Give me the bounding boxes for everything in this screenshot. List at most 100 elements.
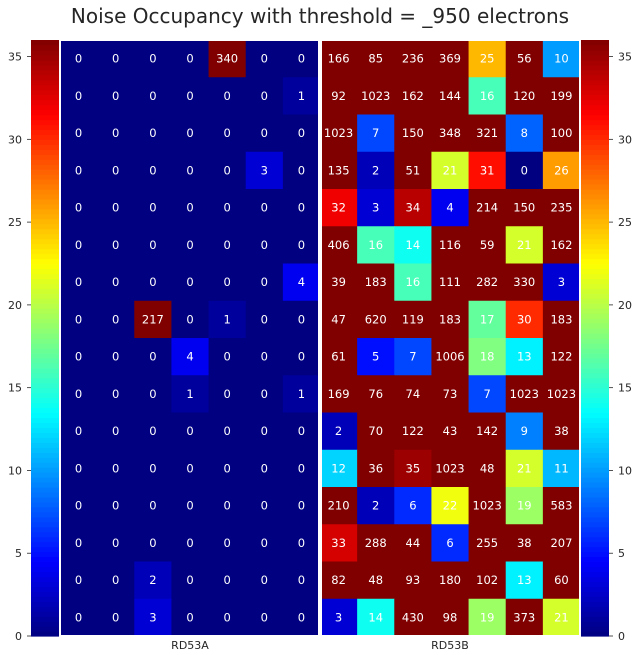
cell-value-label: 430: [402, 610, 424, 624]
cell-value-label: 14: [368, 610, 383, 624]
right-colorbar-segment: [581, 288, 609, 294]
left-colorbar-segment: [31, 159, 59, 165]
right-colorbar-segment: [581, 477, 609, 483]
cell-value-label: 0: [223, 499, 230, 513]
left-colorbar-segment: [31, 338, 59, 344]
heatmap-cell: [134, 561, 172, 600]
cell-value-label: 340: [216, 52, 238, 66]
heatmap-cell: [394, 226, 432, 264]
left-colorbar-segment: [31, 104, 59, 111]
heatmap-cell: [394, 114, 432, 153]
right-colorbar-segment: [581, 59, 609, 66]
left-colorbar-segment: [31, 551, 59, 558]
cell-value-label: 102: [476, 573, 498, 587]
cell-value-label: 0: [112, 350, 119, 364]
right-colorbar-segment: [581, 452, 609, 458]
cell-value-label: 0: [261, 350, 268, 364]
heatmap-cell: [505, 114, 544, 153]
heatmap-cell: [245, 114, 284, 153]
cell-value-label: 0: [149, 89, 156, 103]
heatmap-cell: [505, 40, 544, 78]
cell-value-label: 0: [75, 163, 82, 177]
right-colorbar-segment: [581, 293, 609, 299]
heatmap-cell: [171, 300, 210, 339]
heatmap-cell: [431, 561, 470, 600]
heatmap-cell: [505, 449, 544, 488]
colorbar-tick-label: 35: [618, 51, 632, 64]
cell-value-label: 183: [550, 312, 572, 326]
cell-value-label: 0: [298, 573, 305, 587]
heatmap-cell: [208, 524, 247, 562]
colorbar-tick-label: 0: [618, 630, 625, 643]
left-colorbar-segment: [31, 357, 59, 364]
heatmap-cell: [394, 598, 432, 637]
right-colorbar-segment: [581, 427, 609, 433]
colorbar-tick-label: 20: [618, 299, 632, 312]
left-colorbar-segment: [31, 79, 59, 86]
heatmap-cell: [505, 338, 544, 376]
left-colorbar-segment: [31, 591, 59, 597]
heatmap-cell-labels: 0 0 0 0 340 0 0 166 85 236 369 25 56 100 0 0 0 0 0 1 92 1023 1…: [75, 52, 576, 625]
heatmap-cell: [97, 189, 135, 227]
heatmap-cell: [60, 226, 98, 264]
left-colorbar-segment: [31, 44, 59, 51]
cell-value-label: 0: [298, 350, 305, 364]
left-colorbar-segment: [31, 506, 59, 513]
right-colorbar-segment: [581, 109, 609, 116]
cell-value-label: 0: [223, 126, 230, 140]
left-colorbar-segment: [31, 496, 59, 503]
cell-value-label: 70: [368, 424, 383, 438]
heatmap-cell: [542, 263, 581, 302]
cell-value-label: 3: [261, 163, 268, 177]
left-colorbar-segment: [31, 109, 59, 116]
right-colorbar-segment: [581, 526, 609, 533]
heatmap-cell: [245, 338, 284, 376]
right-colorbar-segment: [581, 372, 609, 379]
cell-value-label: 32: [331, 201, 346, 215]
right-colorbar-segment: [581, 382, 609, 389]
cell-value-label: 19: [517, 499, 532, 513]
cell-value-label: 21: [443, 163, 458, 177]
heatmap-cell: [171, 524, 210, 562]
cell-value-label: 12: [331, 461, 346, 475]
heatmap-cell: [394, 151, 432, 190]
cell-value-label: 0: [75, 126, 82, 140]
cell-value-label: 142: [476, 424, 498, 438]
heatmap-cell: [245, 375, 284, 413]
cell-value-label: 0: [298, 163, 305, 177]
right-colorbar-segment: [581, 228, 609, 235]
cell-value-label: 0: [112, 52, 119, 66]
heatmap-cell: [468, 561, 507, 600]
right-colorbar-segment: [581, 149, 609, 155]
left-colorbar-segment: [31, 124, 59, 130]
left-colorbar-segment: [31, 303, 59, 309]
right-colorbar-segment: [581, 313, 609, 319]
cell-value-label: 0: [261, 126, 268, 140]
cell-value-label: 199: [550, 89, 572, 103]
heatmap-cell: [97, 375, 135, 413]
y-tick-label: 35: [8, 51, 22, 64]
heatmap-cell: [97, 598, 135, 637]
cell-value-label: 330: [513, 275, 535, 289]
cell-value-label: 16: [406, 275, 421, 289]
right-colorbar-segment: [581, 576, 609, 582]
heatmap-cell: [320, 524, 358, 562]
heatmap-cell: [357, 412, 395, 451]
heatmap-cell: [394, 189, 432, 227]
cell-value-label: 11: [554, 461, 569, 475]
heatmap-cell: [357, 40, 395, 78]
heatmap-cell: [542, 151, 581, 190]
cell-value-label: 33: [331, 536, 346, 550]
cell-value-label: 0: [112, 312, 119, 326]
cell-value-label: 0: [149, 387, 156, 401]
right-colorbar-segment: [581, 139, 609, 145]
left-colorbar-segment: [31, 566, 59, 573]
right-colorbar-segment: [581, 253, 609, 260]
cell-value-label: 111: [439, 275, 461, 289]
cell-value-label: 169: [328, 387, 350, 401]
left-colorbar-segment: [31, 347, 59, 354]
left-colorbar-segment: [31, 626, 59, 632]
right-colorbar-segment: [581, 397, 609, 404]
cell-value-label: 0: [298, 238, 305, 252]
heatmap-cell: [394, 561, 432, 600]
